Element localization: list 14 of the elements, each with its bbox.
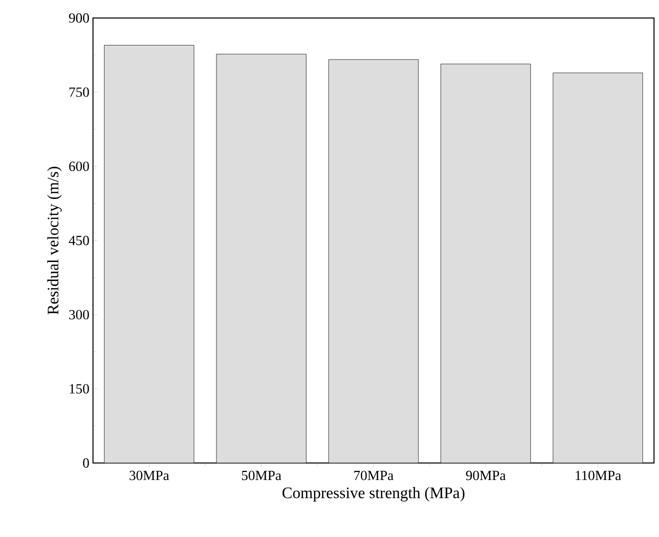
y-tick-label: 600 xyxy=(69,162,89,172)
x-tick-label: 90MPa xyxy=(466,470,506,480)
y-tick-label: 900 xyxy=(69,13,89,23)
x-axis-title: Compressive strength (MPa) xyxy=(282,487,464,502)
y-tick-label: 450 xyxy=(68,236,89,246)
y-axis-title: Residual velocity (m/s) xyxy=(47,166,62,314)
x-tick-label: 70MPa xyxy=(354,470,394,480)
y-tick-label: 300 xyxy=(69,310,89,320)
y-tick-label: 750 xyxy=(69,87,89,97)
x-tick-label: 110MPa xyxy=(576,470,622,480)
x-tick-label: 30MPa xyxy=(130,470,170,480)
y-tick-label: 0 xyxy=(83,458,89,468)
y-tick-label: 150 xyxy=(70,384,89,394)
x-tick-label: 50MPa xyxy=(242,470,282,480)
